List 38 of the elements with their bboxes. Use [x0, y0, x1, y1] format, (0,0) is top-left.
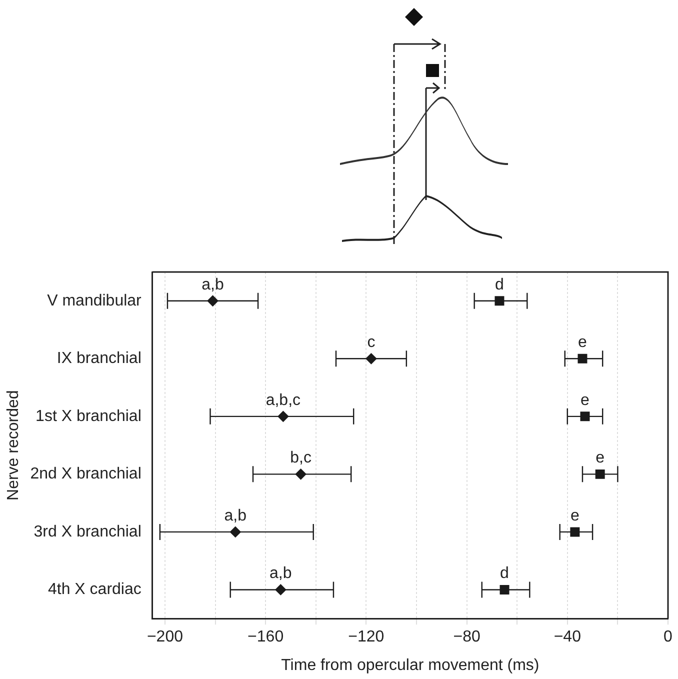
y-tick-label: V mandibular: [47, 292, 142, 310]
point: [278, 410, 289, 422]
annotation: a,b: [202, 276, 224, 294]
y-axis-title: Nerve recorded: [5, 390, 22, 500]
y-tick-label: 3rd X branchial: [34, 523, 142, 540]
annotation: a,b,c: [266, 392, 301, 409]
y-tick-label: 4th X cardiac: [48, 581, 142, 598]
point: [580, 412, 590, 422]
point: [366, 353, 377, 364]
point: [207, 295, 218, 306]
y-tick-label: 1st X branchial: [36, 408, 142, 425]
annotation: a,b: [224, 507, 247, 524]
annotation: e: [578, 334, 588, 352]
annotation: c: [367, 334, 376, 352]
y-tick-label: IX branchial: [56, 350, 142, 368]
point: [275, 584, 286, 596]
point: [578, 354, 588, 364]
point: [295, 468, 306, 480]
annotation: e: [596, 450, 605, 467]
annotation: a,b: [270, 565, 292, 582]
annotation: d: [495, 276, 504, 294]
x-tick-label: −120: [348, 628, 384, 646]
point: [595, 469, 605, 479]
point: [500, 584, 510, 594]
y-tick-label: 2nd X branchial: [30, 466, 142, 483]
annotation: d: [500, 565, 509, 582]
x-tick-label: −40: [554, 628, 582, 646]
point: [494, 296, 504, 306]
annotation: e: [580, 392, 590, 409]
annotation: e: [570, 507, 580, 524]
x-tick-label: −160: [248, 628, 284, 646]
x-tick-label: −200: [146, 628, 184, 646]
point: [570, 527, 580, 537]
point: [230, 526, 241, 538]
x-tick-label: −80: [453, 628, 480, 646]
x-axis-title: Time from opercular movement (ms): [281, 656, 540, 674]
x-tick-label: 0: [664, 628, 673, 646]
annotation: b,c: [290, 450, 312, 467]
